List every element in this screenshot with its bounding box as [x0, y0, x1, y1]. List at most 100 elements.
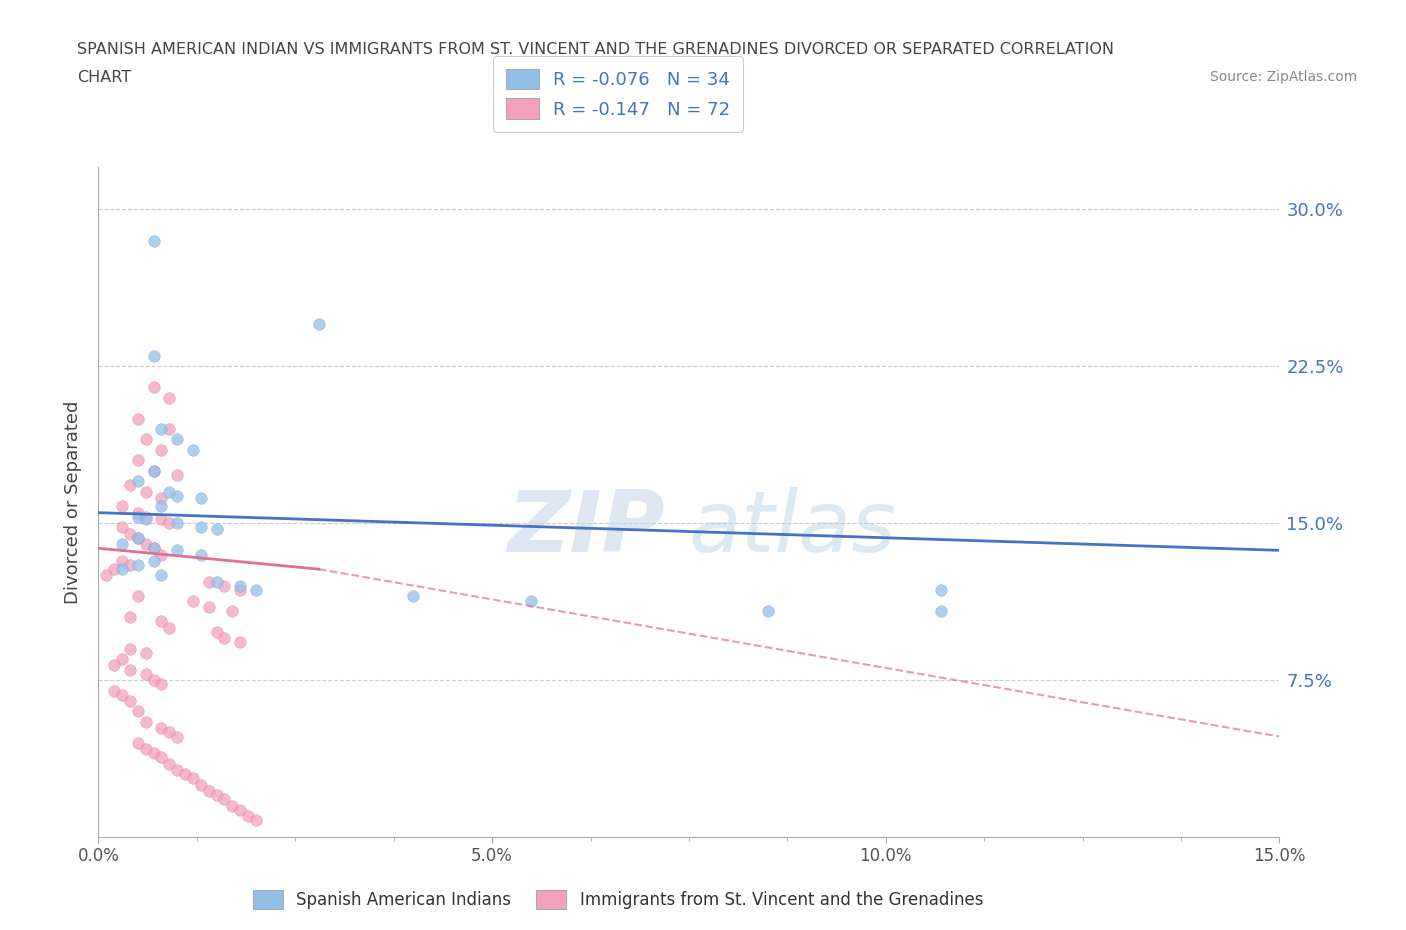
Point [96, 568, 118, 583]
Point [142, 553, 165, 568]
Point [181, 593, 204, 608]
Point [142, 541, 165, 556]
Point [181, 771, 204, 786]
Point [127, 589, 149, 604]
Point [245, 582, 267, 598]
Point [157, 391, 180, 405]
Point [157, 725, 180, 740]
Point [135, 510, 157, 525]
Point [142, 379, 165, 394]
Y-axis label: Divorced or Separated: Divorced or Separated [65, 401, 83, 604]
Point [214, 792, 236, 807]
Point [111, 499, 134, 514]
Point [205, 788, 228, 803]
Point [205, 522, 228, 537]
Point [135, 714, 157, 729]
Point [166, 729, 188, 744]
Point [127, 453, 149, 468]
Point [166, 516, 188, 531]
Point [111, 537, 134, 551]
Point [197, 600, 219, 615]
Point [142, 463, 165, 478]
Point [127, 704, 149, 719]
Point [166, 468, 188, 483]
Point [157, 485, 180, 499]
Point [135, 512, 157, 526]
Point [135, 432, 157, 447]
Point [142, 541, 165, 556]
Point [190, 520, 212, 535]
Point [174, 766, 197, 781]
Point [118, 642, 141, 657]
Point [127, 530, 149, 545]
Point [118, 694, 141, 709]
Point [166, 488, 188, 503]
Point [929, 604, 952, 618]
Point [520, 593, 543, 608]
Point [150, 491, 173, 506]
Point [229, 578, 252, 593]
Point [150, 750, 173, 764]
Point [127, 411, 149, 426]
Legend: Spanish American Indians, Immigrants from St. Vincent and the Grenadines: Spanish American Indians, Immigrants fro… [246, 884, 990, 916]
Point [127, 474, 149, 489]
Point [135, 645, 157, 660]
Point [181, 443, 204, 458]
Point [166, 432, 188, 447]
Point [157, 620, 180, 635]
Point [127, 510, 149, 525]
Point [103, 658, 125, 673]
Point [221, 798, 243, 813]
Point [150, 568, 173, 583]
Point [142, 233, 165, 248]
Point [157, 516, 180, 531]
Point [111, 652, 134, 667]
Point [190, 547, 212, 562]
Point [929, 582, 952, 598]
Point [756, 604, 779, 618]
Point [142, 746, 165, 761]
Point [135, 485, 157, 499]
Point [127, 558, 149, 573]
Point [111, 687, 134, 702]
Point [111, 562, 134, 577]
Point [197, 783, 219, 798]
Point [103, 683, 125, 698]
Point [111, 553, 134, 568]
Text: CHART: CHART [77, 70, 131, 85]
Point [150, 499, 173, 514]
Text: SPANISH AMERICAN INDIAN VS IMMIGRANTS FROM ST. VINCENT AND THE GRENADINES DIVORC: SPANISH AMERICAN INDIAN VS IMMIGRANTS FR… [77, 42, 1115, 57]
Point [103, 562, 125, 577]
Point [135, 667, 157, 682]
Point [150, 614, 173, 629]
Point [229, 582, 252, 598]
Point [135, 537, 157, 551]
Point [214, 578, 236, 593]
Point [150, 721, 173, 736]
Point [142, 672, 165, 687]
Point [118, 478, 141, 493]
Point [402, 589, 425, 604]
Point [205, 625, 228, 640]
Text: atlas: atlas [689, 487, 897, 570]
Point [150, 421, 173, 436]
Point [214, 631, 236, 645]
Point [150, 677, 173, 692]
Point [127, 505, 149, 520]
Point [127, 736, 149, 751]
Point [118, 558, 141, 573]
Point [142, 463, 165, 478]
Text: ZIP: ZIP [508, 487, 665, 570]
Point [111, 520, 134, 535]
Point [127, 530, 149, 545]
Point [229, 803, 252, 817]
Point [245, 813, 267, 828]
Point [150, 443, 173, 458]
Point [190, 491, 212, 506]
Point [308, 317, 330, 332]
Point [157, 421, 180, 436]
Point [205, 575, 228, 590]
Point [166, 763, 188, 777]
Point [229, 635, 252, 650]
Point [150, 547, 173, 562]
